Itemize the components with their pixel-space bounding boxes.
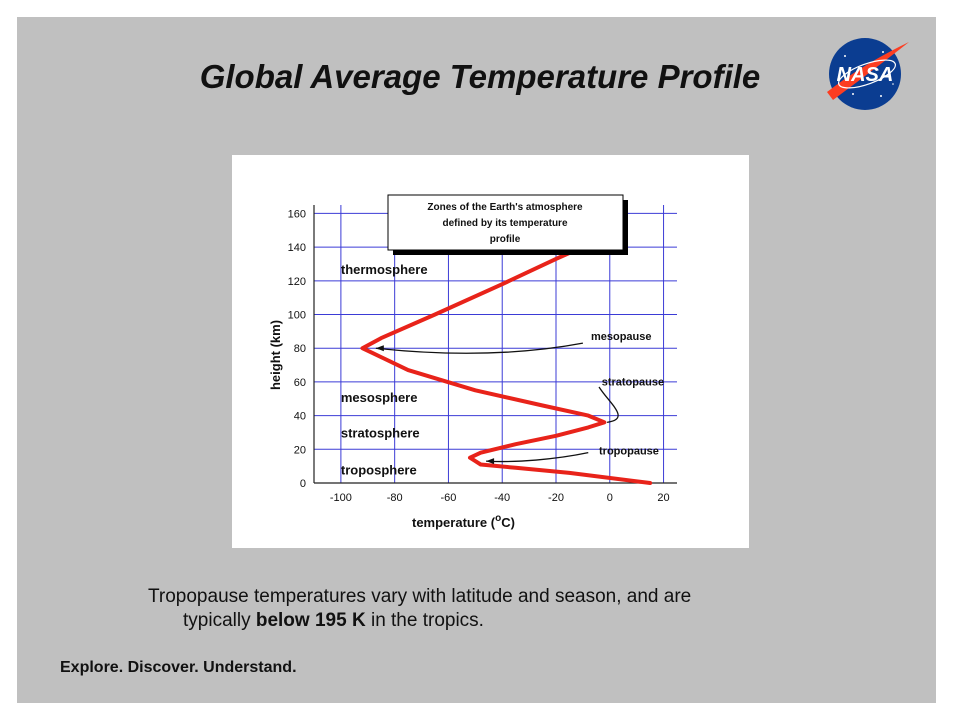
stratopause-arrow bbox=[598, 386, 619, 423]
footer-tagline: Explore. Discover. Understand. bbox=[60, 659, 297, 676]
chart-annotations: mesopause stratopause tropopause bbox=[375, 331, 664, 465]
y-tick-label: 20 bbox=[294, 444, 306, 456]
x-tick-label: 20 bbox=[657, 492, 669, 504]
y-tick-label: 160 bbox=[288, 208, 306, 220]
y-axis-label: height (km) bbox=[268, 320, 283, 390]
x-tick-label: -60 bbox=[440, 492, 456, 504]
chart-ticks: -100 -80 -60 -40 -20 0 20 0 20 40 60 80 100 120 140 160 bbox=[288, 208, 670, 504]
chart-title-line: defined by its temperature bbox=[442, 218, 567, 229]
y-tick-label: 0 bbox=[300, 478, 306, 490]
x-tick-label: -40 bbox=[494, 492, 510, 504]
tropopause-arrow bbox=[486, 452, 589, 463]
annotation-label: mesopause bbox=[591, 331, 652, 343]
x-tick-label: -20 bbox=[548, 492, 564, 504]
nasa-logo-text: NASA bbox=[837, 64, 894, 86]
temperature-profile-chart: -100 -80 -60 -40 -20 0 20 0 20 40 60 80 100 120 140 160… bbox=[268, 194, 677, 530]
y-tick-label: 60 bbox=[294, 377, 306, 389]
x-tick-label: -80 bbox=[387, 492, 403, 504]
chart-title-line: profile bbox=[490, 234, 521, 245]
annotation-label: tropopause bbox=[599, 445, 659, 457]
x-axis-label: temperature (oC) bbox=[412, 513, 515, 530]
annotation-label: stratopause bbox=[602, 376, 664, 388]
caption-line-2: typically below 195 K in the tropics. bbox=[183, 610, 484, 631]
arrowhead bbox=[486, 458, 495, 465]
y-tick-label: 80 bbox=[294, 343, 306, 355]
zone-label: thermosphere bbox=[341, 262, 428, 277]
zone-labels: thermosphere mesosphere stratosphere tropos… bbox=[341, 262, 428, 477]
mesopause-arrow bbox=[375, 342, 584, 354]
chart-title-box: Zones of the Earth's atmosphere defined … bbox=[387, 194, 628, 255]
x-tick-label: -100 bbox=[330, 492, 352, 504]
temperature-profile-line bbox=[360, 236, 653, 485]
chart-panel: -100 -80 -60 -40 -20 0 20 0 20 40 60 80 100 120 140 160… bbox=[232, 155, 749, 548]
y-tick-label: 100 bbox=[288, 310, 306, 322]
chart-title-line: Zones of the Earth's atmosphere bbox=[427, 202, 583, 213]
caption-line-1: Tropopause temperatures vary with latitu… bbox=[148, 586, 692, 607]
y-tick-label: 40 bbox=[294, 411, 306, 423]
y-tick-label: 140 bbox=[288, 242, 306, 254]
caption-emphasis: below 195 K bbox=[255, 610, 366, 631]
y-tick-label: 120 bbox=[288, 276, 306, 288]
chart-series bbox=[360, 236, 653, 485]
slide-title: Global Average Temperature Profile bbox=[199, 58, 761, 95]
caption-text: Tropopause temperatures vary with latitu… bbox=[148, 585, 868, 633]
zone-label: mesosphere bbox=[341, 390, 418, 405]
zone-label: troposphere bbox=[341, 463, 417, 478]
arrowhead bbox=[375, 345, 384, 352]
nasa-logo: NASA bbox=[827, 38, 909, 110]
x-tick-label: 0 bbox=[607, 492, 613, 504]
chart-axes bbox=[313, 205, 677, 484]
zone-label: stratosphere bbox=[341, 426, 420, 441]
